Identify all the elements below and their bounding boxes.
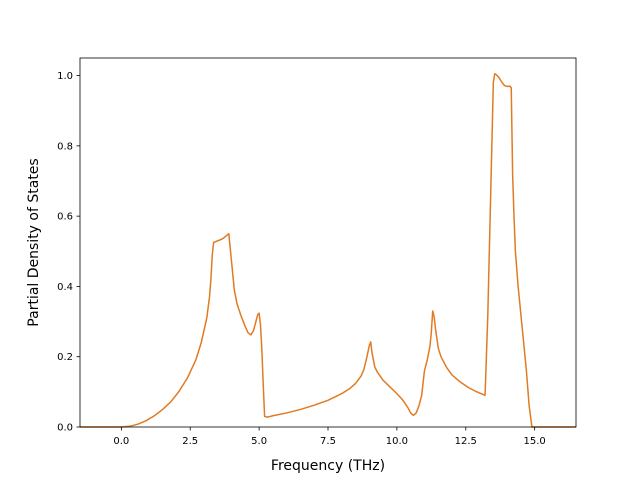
x-tick-label: 2.5 bbox=[182, 436, 198, 447]
y-tick-label: 0.4 bbox=[57, 282, 73, 293]
series-layer bbox=[80, 73, 576, 428]
x-axis-ticks: 0.0 2.5 5.0 7.5 10.0 12.5 15.0 bbox=[113, 427, 546, 447]
y-tick-label: 0.6 bbox=[57, 212, 73, 223]
y-axis-label: Partial Density of States bbox=[26, 158, 42, 326]
x-tick-label: 5.0 bbox=[251, 436, 267, 447]
series-line-0 bbox=[80, 73, 576, 428]
x-tick-label: 15.0 bbox=[524, 436, 546, 447]
x-tick-label: 12.5 bbox=[455, 436, 477, 447]
x-axis-label: Frequency (THz) bbox=[271, 458, 385, 474]
y-axis-ticks: 0.0 0.2 0.4 0.6 0.8 1.0 bbox=[57, 71, 80, 434]
y-tick-label: 0.2 bbox=[57, 352, 73, 363]
plot-frame bbox=[79, 57, 577, 428]
x-tick-label: 10.0 bbox=[386, 436, 408, 447]
y-tick-label: 1.0 bbox=[57, 71, 73, 82]
y-tick-label: 0.8 bbox=[57, 141, 73, 152]
y-tick-label: 0.0 bbox=[57, 423, 73, 434]
x-tick-label: 0.0 bbox=[113, 436, 129, 447]
x-tick-label: 7.5 bbox=[320, 436, 336, 447]
